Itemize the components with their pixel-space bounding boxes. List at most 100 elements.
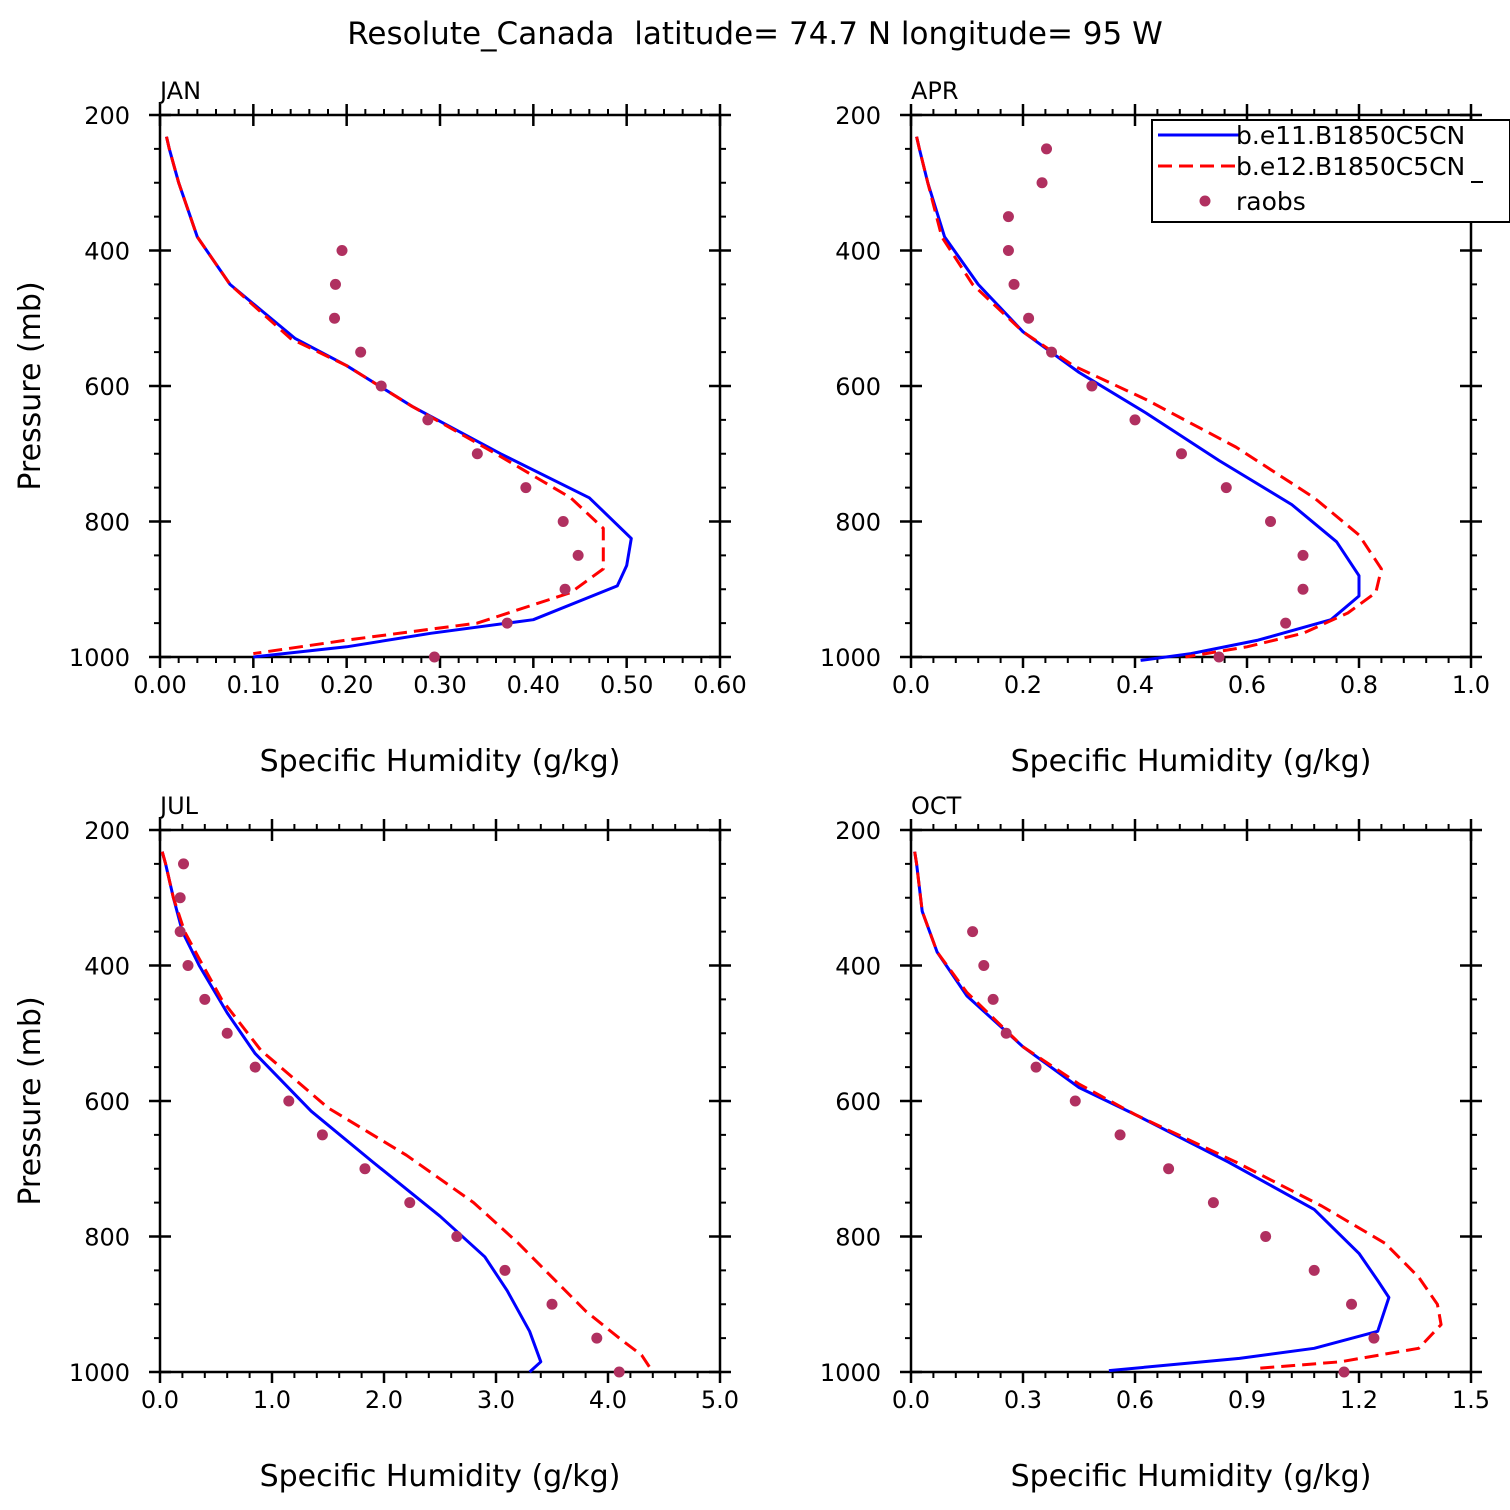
raobs-point — [428, 651, 440, 663]
x-tick-label: 0.50 — [600, 671, 653, 699]
raobs-point — [967, 926, 979, 938]
x-tick-label: 0.00 — [133, 671, 186, 699]
raobs-point — [987, 993, 999, 1005]
raobs-point — [451, 1231, 463, 1242]
raobs-point — [1297, 583, 1309, 595]
raobs-point — [1265, 516, 1277, 527]
x-tick-label: 0.30 — [413, 671, 466, 699]
x-tick-label: 0.3 — [1004, 1386, 1042, 1414]
raobs-point — [1280, 617, 1292, 629]
y-tick-label: 1000 — [69, 1359, 130, 1387]
raobs-point — [1069, 1095, 1081, 1107]
y-tick-label: 400 — [84, 238, 130, 266]
raobs-point — [1175, 448, 1187, 460]
raobs-point — [1220, 482, 1232, 494]
raobs-point — [1297, 549, 1309, 561]
y-tick-label: 1000 — [820, 644, 881, 672]
raobs-point — [1260, 1231, 1272, 1242]
raobs-point — [182, 960, 194, 971]
y-axis-title: Pressure (mb) — [13, 996, 48, 1205]
x-tick-label: 0.40 — [507, 671, 560, 699]
y-tick-label: 800 — [84, 1224, 130, 1252]
y-tick-label: 800 — [84, 509, 130, 537]
series-line-b-e12 — [913, 851, 1443, 1371]
legend-marker-raobs — [1199, 195, 1211, 207]
y-tick-label: 600 — [835, 1088, 881, 1116]
raobs-point — [1338, 1366, 1350, 1378]
raobs-point — [591, 1332, 603, 1344]
y-tick-label: 400 — [835, 953, 881, 981]
raobs-point — [283, 1095, 295, 1107]
raobs-point — [1308, 1264, 1320, 1276]
y-axis-title: Pressure (mb) — [13, 281, 48, 490]
raobs-point — [1086, 380, 1098, 392]
panel-oct: OCT 0.0 0.3 0.6 0.9 1.2 1.5 200 400 600 800 1000 Spe… — [820, 792, 1490, 1494]
x-tick-label: 3.0 — [477, 1386, 515, 1414]
raobs-point — [1114, 1129, 1126, 1141]
x-tick-label: 0.6 — [1228, 671, 1266, 699]
raobs-point — [329, 312, 341, 324]
raobs-point — [1030, 1061, 1042, 1073]
raobs-point — [355, 346, 367, 358]
raobs-point — [1002, 211, 1014, 223]
raobs-point — [1207, 1197, 1219, 1209]
raobs-point — [520, 482, 532, 494]
raobs-point — [978, 960, 990, 971]
raobs-point — [572, 549, 584, 561]
series-line-b-e11 — [160, 851, 543, 1374]
y-tick-label: 600 — [84, 1088, 130, 1116]
panel-label: JUL — [158, 792, 199, 820]
x-tick-label: 0.8 — [1340, 671, 1378, 699]
x-tick-label: 0.9 — [1228, 1386, 1266, 1414]
x-tick-label: 0.2 — [1004, 671, 1042, 699]
y-tick-label: 600 — [835, 373, 881, 401]
raobs-point — [1368, 1332, 1380, 1344]
y-tick-label: 400 — [84, 953, 130, 981]
raobs-point — [199, 993, 211, 1005]
panels: JAN 0.00 0.10 0.20 0.30 0.40 0.50 0.60 200 400 600… — [13, 77, 1490, 1494]
x-tick-label: 5.0 — [701, 1386, 739, 1414]
raobs-point — [1046, 346, 1058, 358]
plot-frame — [158, 113, 722, 659]
legend-label: raobs — [1236, 187, 1306, 216]
raobs-point — [1000, 1027, 1012, 1039]
y-tick-label: 200 — [84, 817, 130, 845]
raobs-point — [174, 892, 186, 904]
x-tick-label: 1.2 — [1340, 1386, 1378, 1414]
figure-title: Resolute_Canada latitude= 74.7 N longitu… — [347, 16, 1163, 52]
x-tick-label: 0.20 — [320, 671, 373, 699]
panel-jul: JUL 0.0 1.0 2.0 3.0 4.0 5.0 200 400 600 800 1000 Spe… — [13, 792, 739, 1494]
x-tick-label: 0.10 — [227, 671, 280, 699]
raobs-point — [404, 1197, 416, 1209]
y-tick-label: 200 — [835, 102, 881, 130]
raobs-point — [329, 278, 341, 290]
legend-label: b.e11.B1850C5CN — [1236, 121, 1465, 150]
y-tick-label: 800 — [835, 1224, 881, 1252]
y-tick-label: 600 — [84, 373, 130, 401]
raobs-point — [174, 926, 186, 938]
raobs-point — [1002, 245, 1014, 256]
raobs-point — [1023, 312, 1035, 324]
x-tick-label: 0.0 — [892, 1386, 930, 1414]
y-tick-label: 1000 — [69, 644, 130, 672]
raobs-point — [1213, 651, 1225, 663]
x-tick-label: 4.0 — [589, 1386, 627, 1414]
x-tick-label: 1.0 — [253, 1386, 291, 1414]
panel-label: JAN — [158, 77, 201, 105]
series-line-b-e12 — [160, 851, 655, 1373]
series-line-b-e12 — [165, 136, 605, 656]
raobs-point — [422, 414, 434, 426]
x-axis-title: Specific Humidity (g/kg) — [1011, 1459, 1372, 1494]
raobs-point — [1163, 1163, 1175, 1175]
x-tick-label: 2.0 — [365, 1386, 403, 1414]
y-tick-label: 200 — [835, 817, 881, 845]
series-line-b-e12 — [915, 136, 1383, 659]
y-tick-label: 800 — [835, 509, 881, 537]
raobs-point — [316, 1129, 328, 1141]
raobs-point — [1041, 143, 1053, 155]
legend-box — [1151, 119, 1510, 223]
raobs-point — [559, 583, 571, 595]
x-tick-label: 0.0 — [141, 1386, 179, 1414]
x-axis-title: Specific Humidity (g/kg) — [260, 744, 621, 779]
